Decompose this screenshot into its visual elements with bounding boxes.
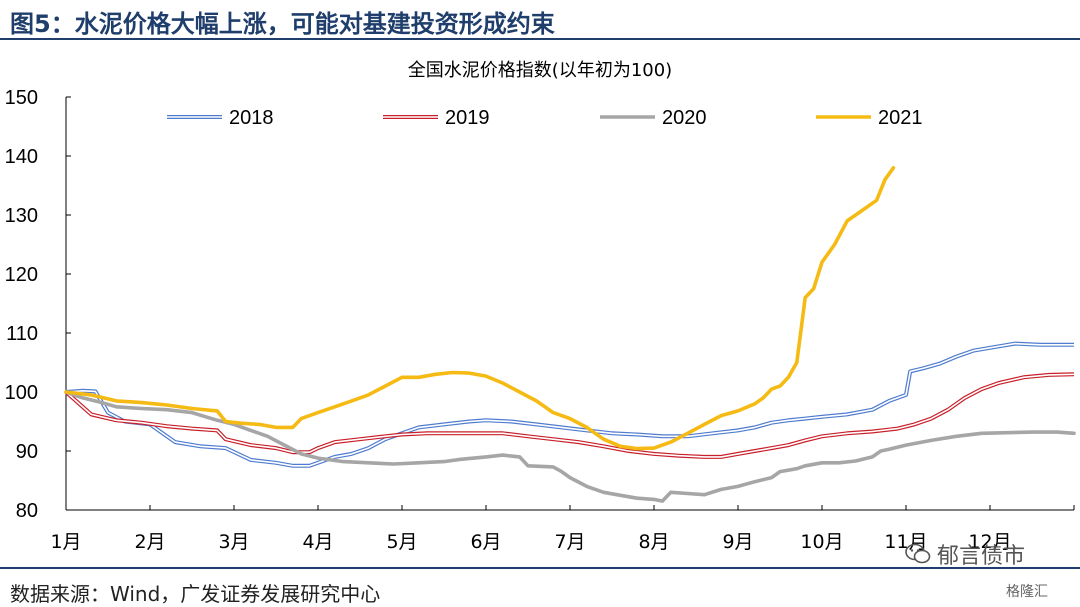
legend-label-2021: 2021 bbox=[878, 107, 923, 129]
x-tick-label: 7月 bbox=[554, 531, 585, 553]
y-tick-label: 130 bbox=[5, 205, 38, 227]
source-note: 数据来源：Wind，广发证券发展研究中心 bbox=[10, 582, 381, 606]
x-tick-label: 1月 bbox=[50, 531, 81, 553]
x-tick-label: 3月 bbox=[218, 531, 249, 553]
x-tick-label: 2月 bbox=[134, 531, 165, 553]
watermark-text: 郁言债市 bbox=[937, 544, 1026, 569]
x-tick-label: 4月 bbox=[302, 531, 333, 553]
y-tick-label: 120 bbox=[5, 264, 38, 286]
legend-label-2020: 2020 bbox=[662, 107, 707, 129]
x-tick-label: 8月 bbox=[638, 531, 669, 553]
figure-footer: 数据来源：Wind，广发证券发展研究中心 bbox=[0, 567, 1080, 606]
x-tick-label: 9月 bbox=[722, 531, 753, 553]
x-tick-label: 10月 bbox=[800, 531, 843, 553]
series-line-2021 bbox=[64, 166, 896, 451]
figure-header: 图5：水泥价格大幅上涨，可能对基建投资形成约束 bbox=[0, 0, 1080, 40]
series-line-inner-2019 bbox=[65, 373, 1075, 458]
x-tick-label: 12月 bbox=[968, 531, 1011, 553]
y-tick-label: 100 bbox=[5, 382, 38, 404]
figure-title: 图5：水泥价格大幅上涨，可能对基建投资形成约束 bbox=[10, 10, 555, 38]
chart-title: 全国水泥价格指数(以年初为100) bbox=[408, 60, 672, 81]
y-tick-label: 80 bbox=[16, 500, 38, 522]
x-tick-label: 11月 bbox=[884, 531, 927, 553]
series-line-inner-2018 bbox=[65, 342, 1074, 467]
x-tick-label: 5月 bbox=[386, 531, 417, 553]
y-tick-label: 150 bbox=[5, 87, 38, 109]
x-tick-label: 6月 bbox=[470, 531, 501, 553]
y-tick-label: 140 bbox=[5, 146, 38, 168]
watermark: 郁言债市 bbox=[905, 538, 1025, 570]
legend-label-2019: 2019 bbox=[445, 107, 490, 129]
wechat-icon bbox=[905, 543, 931, 565]
y-tick-label: 90 bbox=[16, 441, 38, 463]
series-line-2019 bbox=[64, 372, 1075, 459]
series-line-2020 bbox=[64, 390, 1076, 503]
legend-label-2018: 2018 bbox=[229, 107, 274, 129]
watermark-logo: 格隆汇 bbox=[1006, 584, 1048, 600]
y-tick-label: 110 bbox=[6, 323, 38, 345]
